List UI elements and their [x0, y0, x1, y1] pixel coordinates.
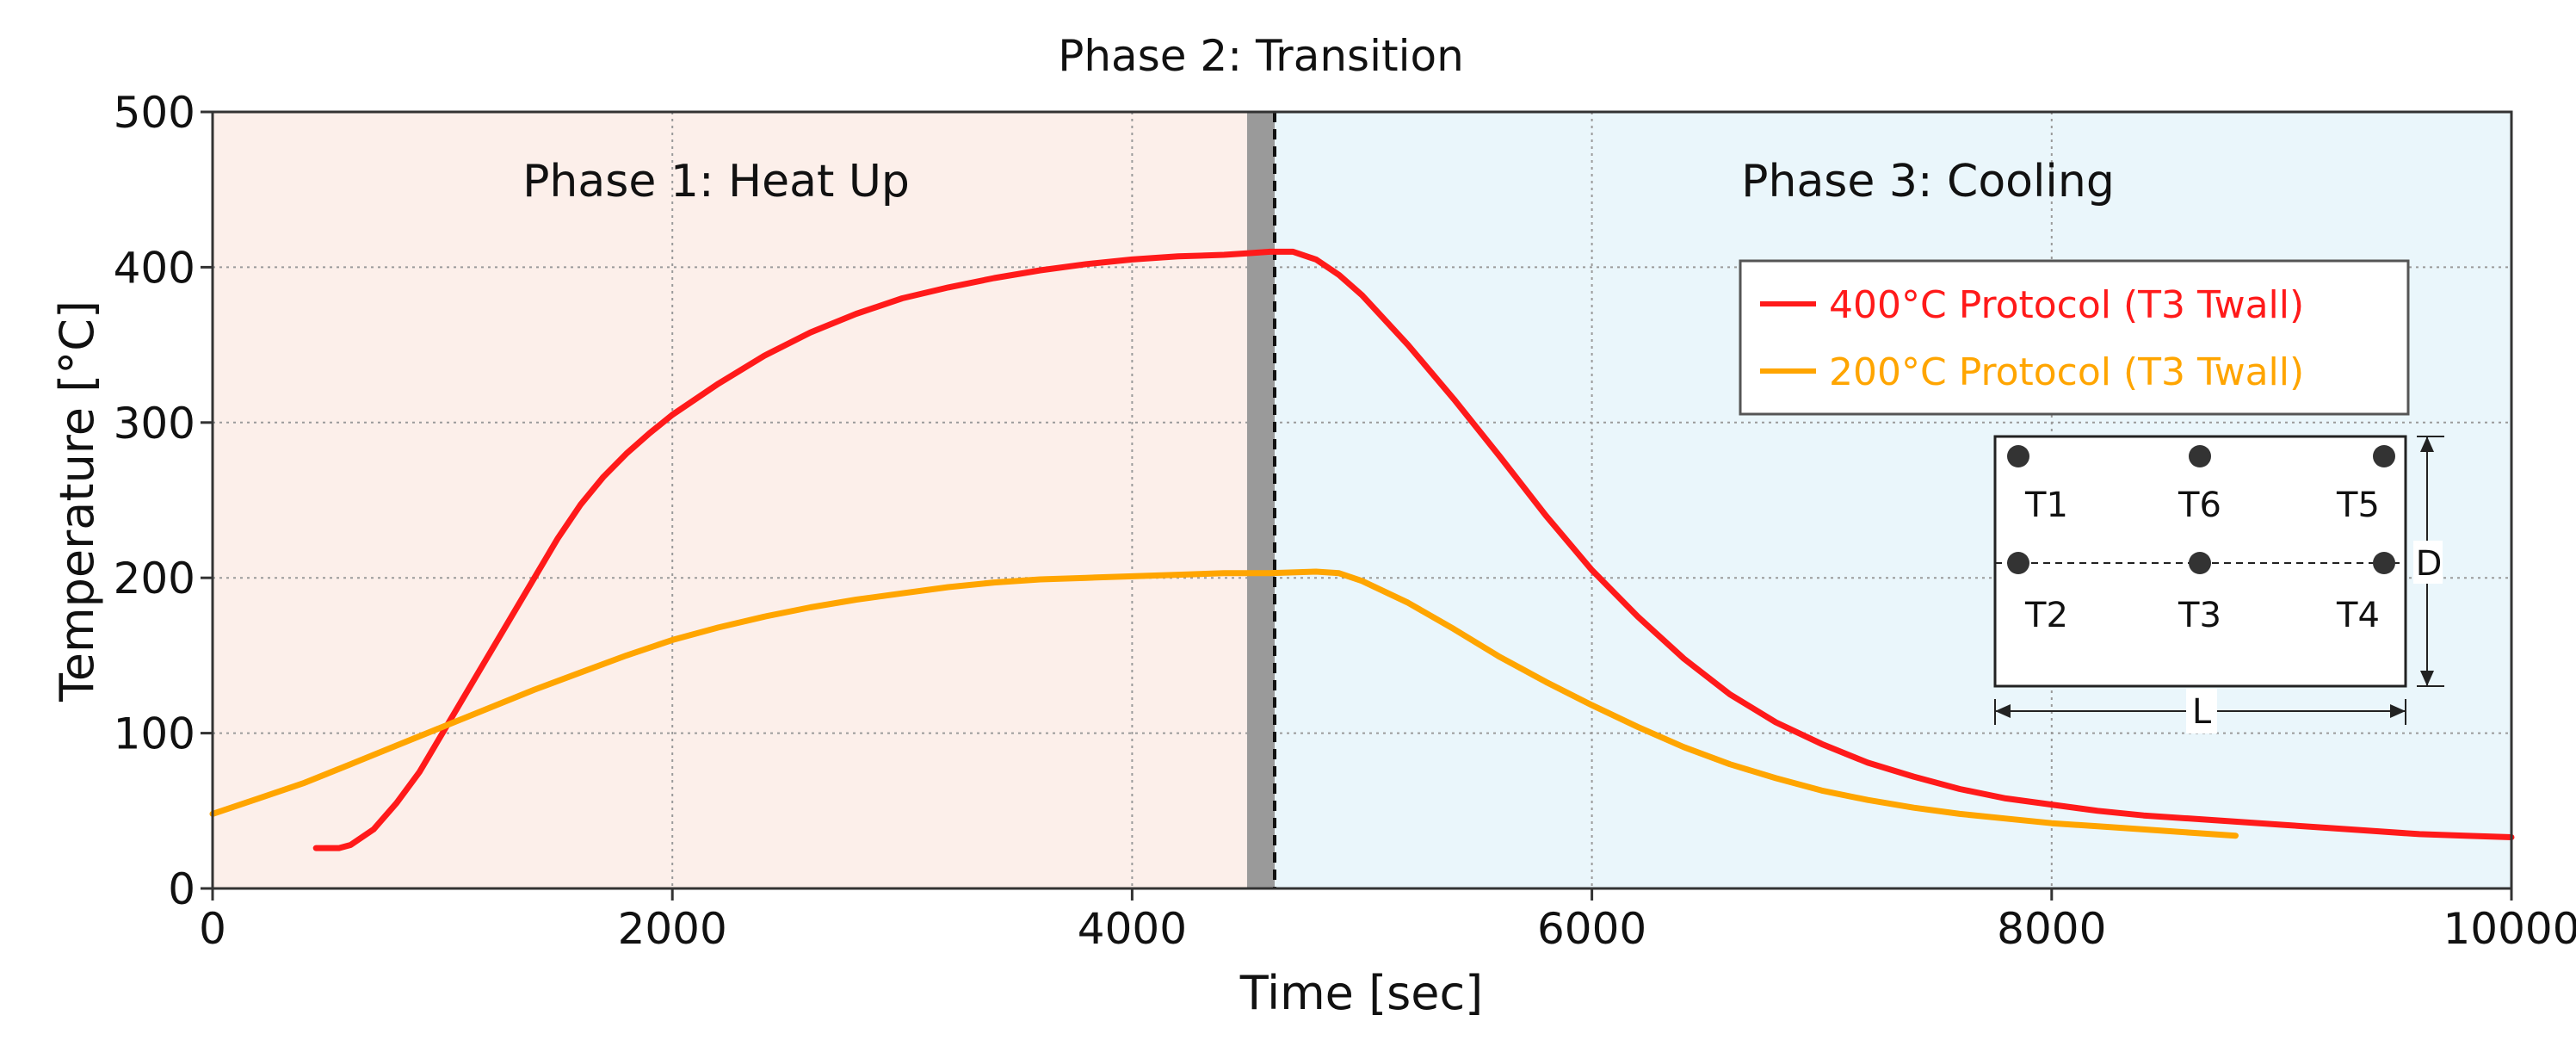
sensor-t2-dot	[2007, 552, 2029, 574]
depth-arrow-bottom-icon	[2420, 671, 2434, 686]
sensor-t3-dot	[2189, 552, 2211, 574]
x-tick-label: 8000	[1997, 904, 2106, 954]
series-line-400c	[312, 248, 2515, 851]
depth-label-bg	[2413, 541, 2443, 584]
x-axis-label: Time [sec]	[1239, 966, 1484, 1020]
series-line-200c	[209, 568, 2239, 839]
x-tick-label: 10000	[2443, 904, 2576, 954]
legend-box	[1739, 259, 2410, 416]
legend-label-200: 200°C Protocol (T3 Twall)	[1829, 350, 2304, 394]
y-axis-ticks: 0 100 200 300 400 500	[114, 88, 213, 914]
phase-1-label: Phase 1: Heat Up	[522, 156, 910, 207]
phase-background-1	[213, 112, 1247, 888]
x-axis-ticks: 0 2000 4000 6000 8000 10000	[199, 888, 2576, 954]
length-label: L	[2192, 692, 2212, 732]
sensor-t6-dot	[2189, 445, 2211, 467]
sensor-t5-dot	[2373, 445, 2395, 467]
y-tick-label: 300	[114, 399, 195, 449]
sensor-t6-label: T6	[2178, 486, 2221, 525]
phase-background-2	[1246, 112, 1276, 888]
legend: 400°C Protocol (T3 Twall) 200°C Protocol…	[1739, 259, 2410, 416]
sensor-t2-label: T2	[2024, 596, 2068, 635]
y-tick-label: 200	[114, 554, 195, 603]
y-tick-label: 500	[114, 88, 195, 138]
depth-label: D	[2416, 544, 2443, 584]
depth-arrow-top-icon	[2420, 436, 2434, 452]
x-tick-label: 4000	[1078, 904, 1187, 954]
x-tick-label: 6000	[1537, 904, 1646, 954]
length-arrow-left-icon	[1995, 704, 2011, 718]
sensor-t3-label: T3	[2178, 596, 2221, 635]
sensor-layout-diagram: T1 T6 T5 T2 T3 T4 D L	[1993, 435, 2444, 733]
sensor-t1-label: T1	[2024, 486, 2068, 525]
x-tick-label: 2000	[618, 904, 727, 954]
sensor-t4-dot	[2373, 552, 2395, 574]
y-tick-label: 400	[114, 243, 195, 293]
series-group	[209, 248, 2515, 851]
chart-title: Phase 2: Transition	[1058, 31, 1464, 81]
sensor-t5-label: T5	[2336, 486, 2380, 525]
phase-3-label: Phase 3: Cooling	[1741, 156, 2115, 207]
sensor-t4-label: T4	[2336, 596, 2380, 635]
length-arrow-right-icon	[2390, 704, 2406, 718]
y-axis-label: Temperature [°C]	[50, 300, 104, 702]
y-tick-label: 0	[168, 864, 195, 914]
x-tick-label: 0	[199, 904, 226, 954]
legend-label-400: 400°C Protocol (T3 Twall)	[1829, 283, 2304, 327]
y-tick-label: 100	[114, 709, 195, 759]
plot-frame	[211, 110, 2513, 890]
length-label-bg	[2186, 689, 2217, 733]
sensor-t1-dot	[2007, 445, 2029, 467]
